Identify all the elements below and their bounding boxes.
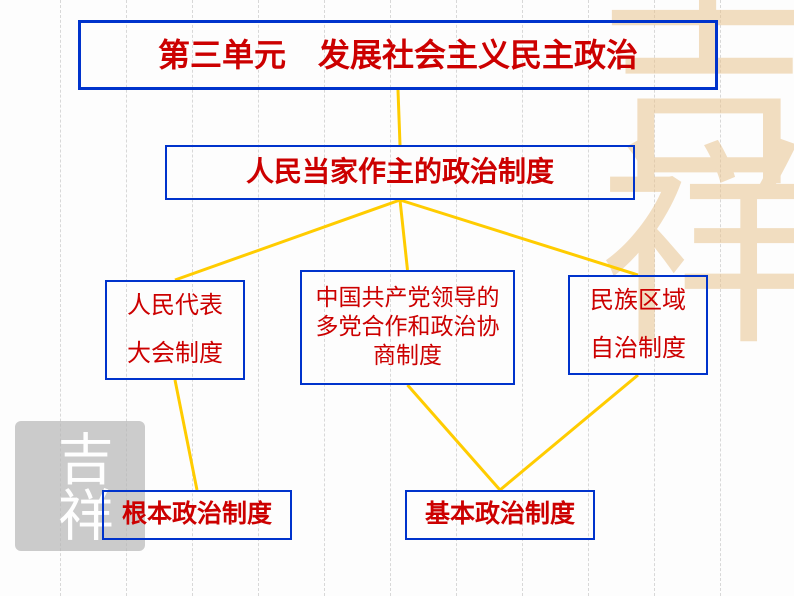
level3-left-text: 根本政治制度 — [122, 499, 272, 530]
node-level3-right: 基本政治制度 — [405, 490, 595, 540]
node-level1: 人民当家作主的政治制度 — [165, 145, 635, 200]
node-level2-right: 民族区域 自治制度 — [568, 275, 708, 375]
level3-right-text: 基本政治制度 — [425, 499, 575, 530]
title-text: 第三单元 发展社会主义民主政治 — [158, 35, 638, 75]
level2-right-line2: 自治制度 — [590, 334, 686, 364]
node-level2-center: 中国共产党领导的多党合作和政治协商制度 — [300, 270, 515, 385]
node-level3-left: 根本政治制度 — [102, 490, 292, 540]
level2-left-line1: 人民代表 — [127, 291, 223, 321]
node-title: 第三单元 发展社会主义民主政治 — [78, 20, 718, 90]
node-level2-left: 人民代表 大会制度 — [105, 280, 245, 380]
level2-left-line2: 大会制度 — [127, 339, 223, 369]
level2-right-line1: 民族区域 — [590, 286, 686, 316]
level1-text: 人民当家作主的政治制度 — [246, 155, 554, 190]
level2-center-text: 中国共产党领导的多党合作和政治协商制度 — [310, 284, 505, 370]
